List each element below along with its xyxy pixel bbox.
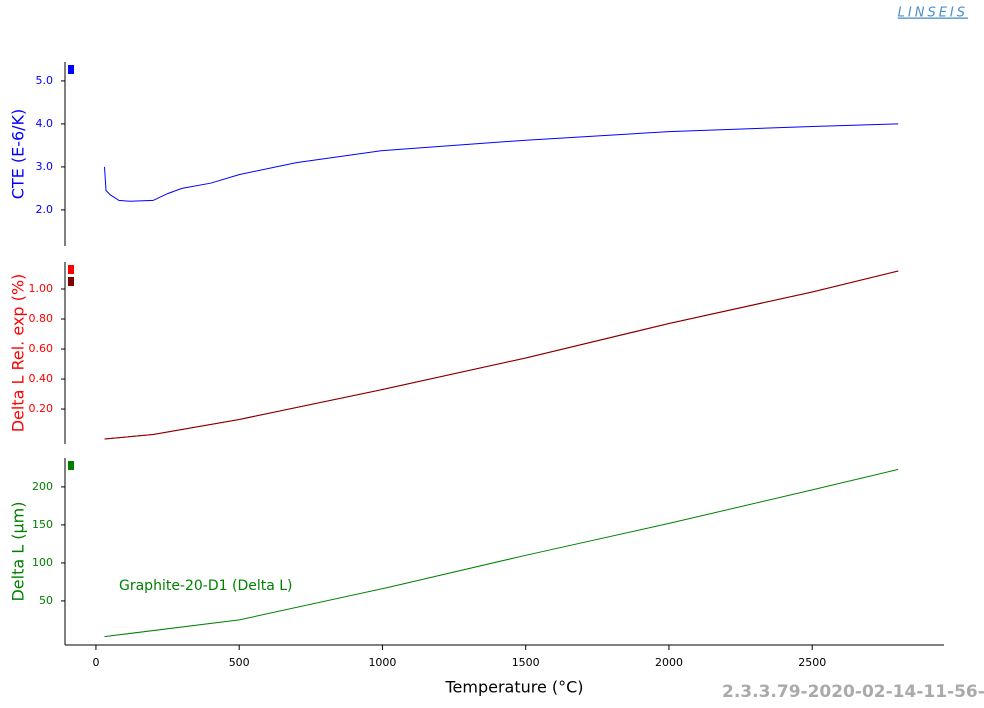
y-tick-label: 2.0	[36, 203, 54, 216]
legend-marker	[68, 461, 74, 470]
data-line	[104, 270, 899, 440]
y-tick-label: 200	[32, 480, 53, 493]
y-tick-label: 100	[32, 556, 53, 569]
x-tick-label: 0	[92, 656, 99, 669]
y-tick-label: 1.00	[29, 282, 54, 295]
y-tick-label: 50	[39, 594, 53, 607]
x-tick-label: 1000	[368, 656, 396, 669]
y-axis-label: CTE (E-6/K)	[9, 109, 28, 200]
brand: LINSEIS	[898, 6, 968, 21]
data-line	[104, 123, 899, 202]
annotation: Graphite-20-D1 (Delta L)	[119, 578, 293, 594]
data-line	[104, 468, 899, 638]
y-tick-label: 3.0	[36, 160, 54, 173]
x-tick-label: 500	[229, 656, 250, 669]
y-tick-label: 0.40	[29, 372, 54, 385]
x-axis-label: Temperature (°C)	[444, 678, 583, 697]
y-tick-label: 5.0	[36, 74, 54, 87]
x-tick-label: 1500	[512, 656, 540, 669]
y-tick-label: 0.80	[29, 312, 54, 325]
x-tick-label: 2000	[655, 656, 683, 669]
legend-marker	[68, 65, 74, 74]
y-tick-label: 4.0	[36, 117, 54, 130]
legend-marker	[68, 265, 74, 274]
y-tick-label: 0.60	[29, 342, 54, 355]
data-line	[104, 270, 899, 440]
legend-marker	[68, 277, 74, 286]
y-axis-label: Delta L (µm)	[9, 501, 28, 601]
y-tick-label: 0.20	[29, 402, 54, 415]
y-tick-label: 150	[32, 518, 53, 531]
y-axis-label: Delta L Rel. exp (%)	[9, 274, 28, 433]
x-tick-label: 2500	[798, 656, 826, 669]
version: 2.3.3.79-2020-02-14-11-56-05	[722, 682, 984, 702]
